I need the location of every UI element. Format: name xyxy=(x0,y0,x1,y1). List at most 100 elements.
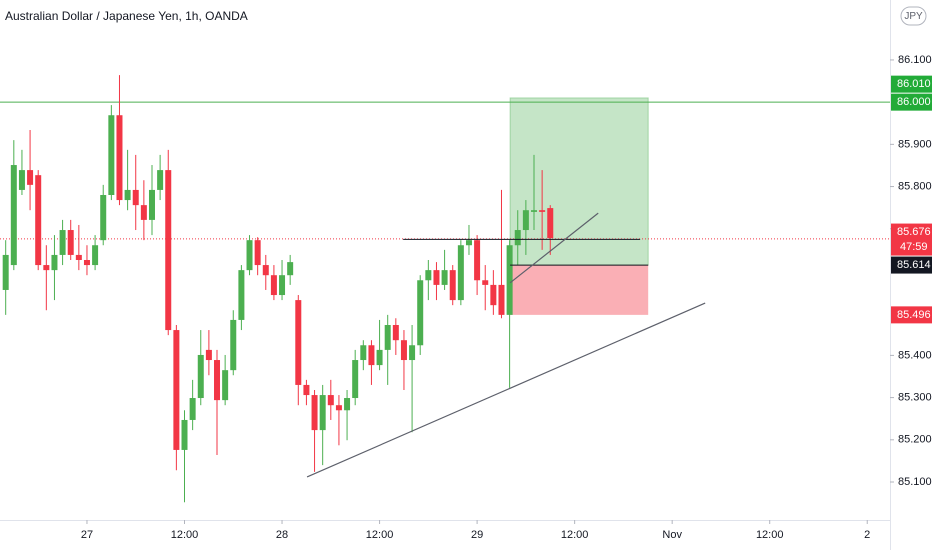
candle-body xyxy=(425,270,432,281)
currency-badge[interactable] xyxy=(900,6,927,26)
candle-body xyxy=(433,270,440,285)
candles xyxy=(2,75,554,503)
price-label-box xyxy=(891,75,932,93)
candle-body xyxy=(279,275,286,296)
x-tick-label: 12:00 xyxy=(366,529,394,541)
candle-body xyxy=(246,240,253,271)
candle-body xyxy=(441,270,448,285)
candle-body xyxy=(262,265,269,276)
candle-body xyxy=(327,395,334,406)
candle-body xyxy=(197,354,204,399)
candle-body xyxy=(376,349,383,366)
x-tick-label: 12:00 xyxy=(756,529,784,541)
candle-body xyxy=(482,280,489,285)
candle-body xyxy=(417,280,424,346)
candle-body xyxy=(92,245,99,266)
y-tick-label: 85.100 xyxy=(898,476,932,488)
candle-body xyxy=(514,230,521,246)
candle-body xyxy=(205,349,212,361)
candle-body xyxy=(157,170,164,190)
price-label-box xyxy=(891,223,932,256)
price-label: 85.614 xyxy=(897,259,931,271)
candle-body xyxy=(124,189,131,201)
candle-body xyxy=(344,398,351,411)
candle-body xyxy=(83,260,90,266)
price-label: 85.496 xyxy=(897,309,931,321)
candle-body xyxy=(67,230,74,255)
position-target-zone xyxy=(509,97,649,266)
candle-body xyxy=(392,325,399,341)
y-tick-label: 85.300 xyxy=(898,392,932,404)
candle-body xyxy=(531,210,537,212)
candle-body xyxy=(449,270,456,301)
drawings-back xyxy=(0,97,890,315)
candle-body xyxy=(498,284,505,315)
trendline xyxy=(509,212,599,284)
candle-body xyxy=(181,419,188,450)
candle-body xyxy=(384,325,391,350)
candle-body xyxy=(319,395,326,431)
candle-body xyxy=(2,254,9,290)
drawings-front xyxy=(306,212,706,478)
candle-body xyxy=(539,210,546,212)
y-tick-label: 85.900 xyxy=(898,138,932,150)
candle-body xyxy=(59,230,66,255)
candle-body xyxy=(360,345,367,361)
candle-body xyxy=(311,395,318,431)
x-tick-label: 29 xyxy=(471,529,483,541)
candle-body xyxy=(173,330,180,450)
x-tick-label: 12:00 xyxy=(561,529,589,541)
candle-body xyxy=(254,240,261,266)
price-label-box xyxy=(891,93,932,111)
price-label: 86.010 xyxy=(897,78,931,90)
candle-body xyxy=(287,262,294,276)
candle-body xyxy=(100,195,107,241)
position-stop-zone xyxy=(510,265,649,315)
y-tick-label: 85.200 xyxy=(898,434,932,446)
x-tick-label: 28 xyxy=(276,529,288,541)
candle-body xyxy=(35,175,42,266)
candle-body xyxy=(295,300,302,385)
candle-body xyxy=(148,189,155,220)
candle-body xyxy=(270,275,277,296)
candle-body xyxy=(409,345,416,361)
candle-body xyxy=(490,284,497,306)
candle-body xyxy=(165,170,172,331)
candle-body xyxy=(465,240,472,246)
candle-body xyxy=(457,245,464,301)
candle-body xyxy=(222,370,229,401)
candle-body xyxy=(352,360,359,399)
candle-body xyxy=(10,165,17,266)
price-label-box xyxy=(891,256,932,274)
x-tick-label: 12:00 xyxy=(171,529,199,541)
axes: 86.10085.90085.80085.70085.40085.30085.2… xyxy=(81,54,932,541)
candle-body xyxy=(51,254,58,271)
candle-body xyxy=(547,208,554,239)
chart-title: Australian Dollar / Japanese Yen, 1h, OA… xyxy=(5,9,248,23)
candle-body xyxy=(335,405,342,411)
candle-body xyxy=(140,205,147,220)
candle-body xyxy=(522,210,529,231)
y-tick-label: 85.400 xyxy=(898,349,932,361)
candle-body xyxy=(368,345,375,366)
candle-body xyxy=(303,384,310,396)
candle-body xyxy=(474,240,481,281)
x-tick-label: 2 xyxy=(864,529,870,541)
candle-body xyxy=(27,170,34,185)
price-countdown: 47:59 xyxy=(900,241,928,253)
y-tick-label: 85.800 xyxy=(898,180,932,192)
x-tick-label: 27 xyxy=(81,529,93,541)
candle-body xyxy=(230,319,237,371)
currency-label[interactable]: JPY xyxy=(904,11,923,22)
candle-body xyxy=(506,245,513,315)
price-label-box xyxy=(891,306,932,324)
price-label: 85.676 xyxy=(897,226,931,238)
candle-body xyxy=(18,170,25,190)
candle-body xyxy=(75,254,82,260)
candle-body xyxy=(214,360,221,401)
candle-body xyxy=(132,189,139,206)
candle-body xyxy=(43,265,50,271)
candle-body xyxy=(238,270,245,320)
